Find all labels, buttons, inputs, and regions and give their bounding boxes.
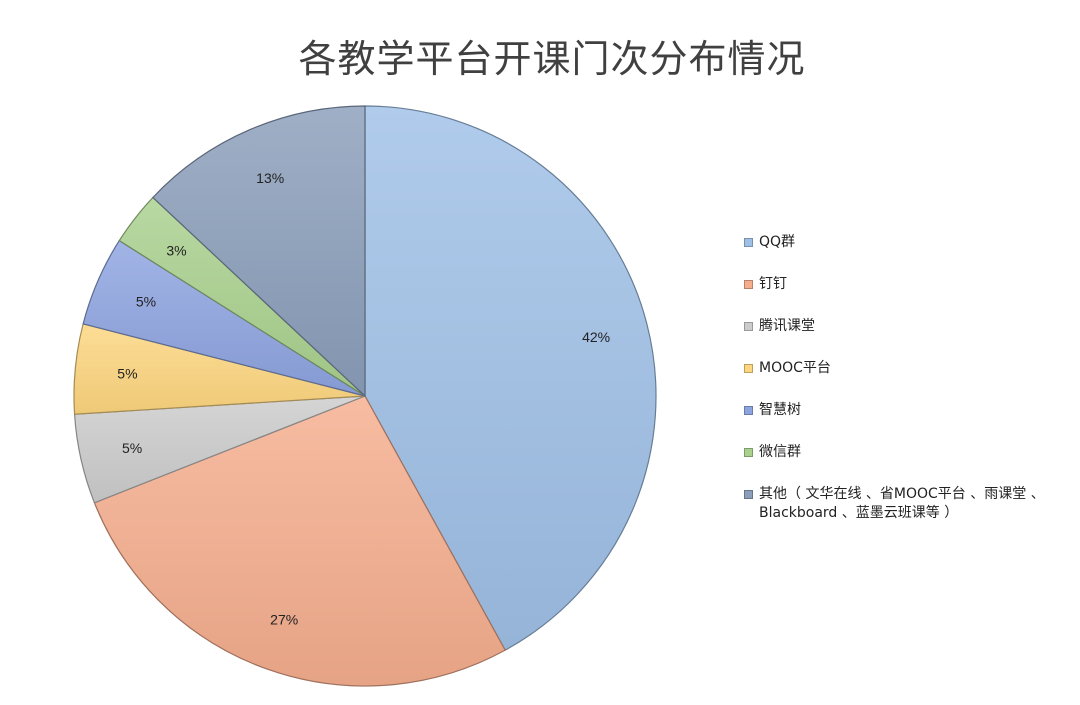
legend: QQ群钉钉腾讯课堂 MOOC平台 智慧树微信群其他（ 文华在线 、省MOOC平台 、…: [744, 233, 1074, 546]
legend-label-4: 智慧树: [759, 402, 801, 418]
legend-swatch-4: [744, 406, 753, 415]
pie-label-2: 5%: [122, 440, 142, 456]
legend-swatch-5: [744, 448, 753, 457]
legend-swatch-6: [744, 490, 753, 499]
legend-label-1: 钉钉: [759, 276, 787, 292]
legend-swatch-1: [744, 280, 753, 289]
legend-item-5: 微信群: [744, 443, 1074, 462]
legend-swatch-2: [744, 322, 753, 331]
pie-slice-0: [364, 105, 657, 651]
pie-label-3: 5%: [117, 366, 137, 382]
legend-item-4: 智慧树: [744, 401, 1074, 420]
pie-label-5: 3%: [166, 242, 186, 258]
legend-label-0: QQ群: [759, 234, 796, 250]
legend-item-0: QQ群: [744, 233, 1074, 252]
legend-label-3: MOOC平台: [759, 360, 831, 376]
legend-item-1: 钉钉: [744, 275, 1074, 294]
pie-label-0: 42%: [582, 329, 610, 345]
legend-item-3: MOOC平台: [744, 359, 1074, 378]
legend-swatch-0: [744, 238, 753, 247]
pie-label-6: 13%: [256, 170, 284, 186]
pie-slice-1: [93, 395, 507, 687]
pie-label-4: 5%: [136, 294, 156, 310]
pie-slice-6: [152, 105, 366, 398]
legend-item-6: 其他（ 文华在线 、省MOOC平台 、雨课堂 、Blackboard 、蓝墨云班…: [744, 485, 1074, 523]
pie-label-1: 27%: [270, 612, 298, 628]
legend-swatch-3: [744, 364, 753, 373]
chart-title: 各教学平台开课门次分布情况: [298, 37, 806, 81]
legend-label-5: 微信群: [759, 444, 801, 460]
legend-label-6: 其他（ 文华在线 、省MOOC平台 、雨课堂 、Blackboard 、蓝墨云班…: [759, 486, 1045, 521]
legend-label-2: 腾讯课堂: [759, 318, 815, 334]
legend-item-2: 腾讯课堂: [744, 317, 1074, 336]
